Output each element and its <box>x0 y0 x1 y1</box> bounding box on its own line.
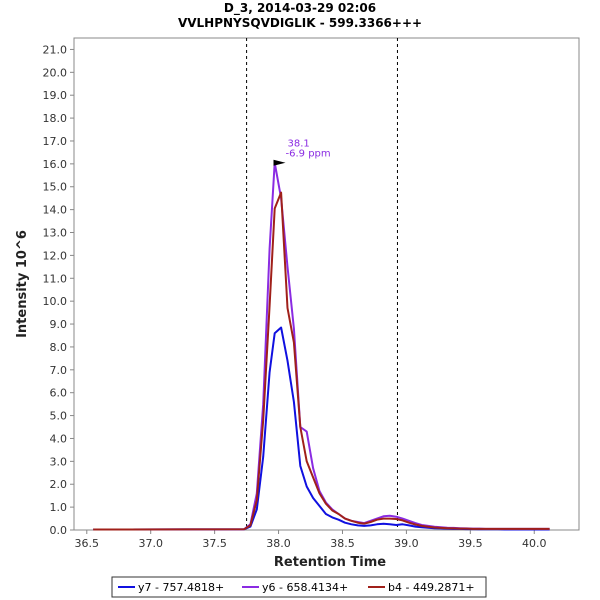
y-tick-label: 3.0 <box>50 455 68 468</box>
x-tick-label: 39.5 <box>458 537 483 550</box>
y-tick-label: 6.0 <box>50 387 68 400</box>
y-axis: 0.0 1.0 2.0 3.0 4.0 5.0 6.0 7.0 8.0 9.0 10.0 11.0 12… <box>43 43 74 537</box>
chart-title: D_3, 2014-03-29 02:06 <box>224 1 376 16</box>
peak-rt-label: 38.1 <box>288 139 310 150</box>
peak-annotation: 38.1-6.9 ppm <box>273 139 331 166</box>
x-tick-label: 39.0 <box>394 537 419 550</box>
legend: y7 - 757.4818+ y6 - 658.4134+ b4 - 449.287… <box>118 581 475 594</box>
x-tick-label: 36.5 <box>75 537 100 550</box>
y-tick-label: 15.0 <box>43 181 68 194</box>
x-tick-label: 38.5 <box>330 537 355 550</box>
y-tick-label: 18.0 <box>43 112 68 125</box>
y-tick-label: 9.0 <box>50 318 68 331</box>
y-tick-label: 8.0 <box>50 341 68 354</box>
legend-entry-label: y7 - 757.4818+ <box>138 581 224 594</box>
y-tick-label: 13.0 <box>43 227 68 240</box>
y-tick-label: 10.0 <box>43 295 68 308</box>
y-tick-label: 21.0 <box>43 43 68 56</box>
y-tick-label: 17.0 <box>43 135 68 148</box>
integration-bounds <box>246 38 398 530</box>
y-tick-label: 4.0 <box>50 432 68 445</box>
series-line-3 <box>93 191 550 531</box>
y-tick-label: 0.0 <box>50 524 68 537</box>
y-tick-label: 5.0 <box>50 410 68 423</box>
y-tick-label: 11.0 <box>43 272 68 285</box>
y-tick-label: 19.0 <box>43 89 68 102</box>
legend-box <box>111 576 487 598</box>
y-tick-label: 2.0 <box>50 478 68 491</box>
series-group <box>93 161 550 531</box>
y-tick-label: 7.0 <box>50 364 68 377</box>
x-tick-label: 37.5 <box>202 537 227 550</box>
x-tick-label: 40.0 <box>522 537 547 550</box>
x-tick-label: 37.0 <box>138 537 163 550</box>
peak-ppm-label: -6.9 ppm <box>286 149 331 160</box>
x-axis: 36.5 37.0 37.5 38.0 38.5 39.0 39.5 40.0 <box>75 530 547 550</box>
legend-entry-label: y6 - 658.4134+ <box>262 581 348 594</box>
legend-entry-label: b4 - 449.2871+ <box>388 581 475 594</box>
x-tick-label: 38.0 <box>266 537 291 550</box>
y-axis-label: Intensity 10^6 <box>15 230 30 338</box>
y-tick-label: 20.0 <box>43 66 68 79</box>
plot-area <box>73 37 580 531</box>
y-tick-label: 1.0 <box>50 501 68 514</box>
chart-subtitle: VVLHPNYSQVDIGLIK - 599.3366+++ <box>178 16 422 30</box>
y-tick-label: 16.0 <box>43 158 68 171</box>
peak-arrow-icon <box>273 159 286 166</box>
y-tick-label: 12.0 <box>43 249 68 262</box>
x-axis-label: Retention Time <box>274 555 386 570</box>
y-tick-label: 14.0 <box>43 204 68 217</box>
